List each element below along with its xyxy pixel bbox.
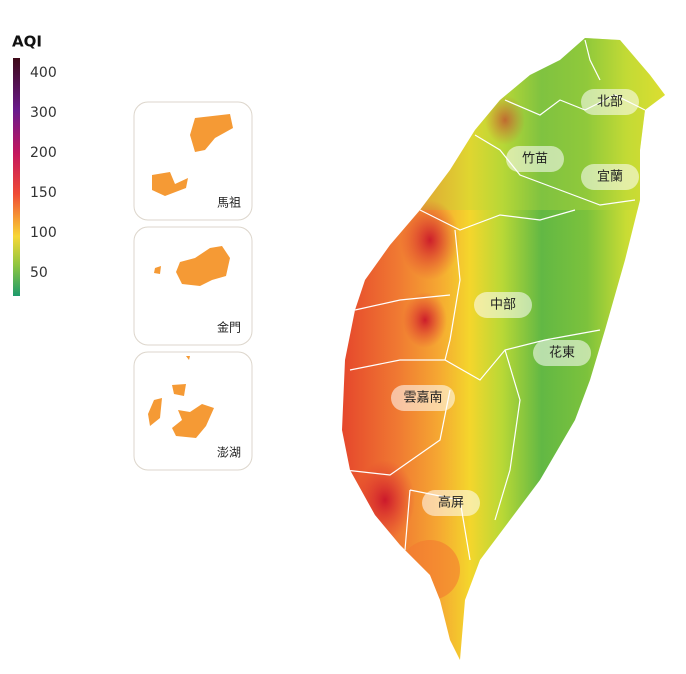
inset-label: 金門 (217, 320, 241, 335)
inset-label: 馬祖 (217, 195, 241, 210)
legend-title: AQI (12, 33, 42, 51)
region-label: 北部 (597, 95, 623, 110)
legend-tick-label: 400 (30, 65, 57, 81)
legend-tick-label: 300 (30, 105, 57, 121)
region-label: 宜蘭 (597, 169, 623, 185)
legend-tick-label: 50 (30, 265, 48, 281)
region-label: 竹苗 (522, 152, 548, 167)
region-label: 雲嘉南 (403, 390, 442, 406)
legend-tick-label: 100 (30, 225, 57, 241)
legend-tick-label: 200 (30, 145, 57, 161)
region-label: 花東 (549, 345, 575, 361)
legend-ticks: 400 300 200 150 100 50 (30, 65, 57, 281)
region-label: 高屏 (438, 495, 464, 511)
region-label: 中部 (490, 298, 516, 313)
color-bar (13, 58, 20, 296)
inset-matsu: 馬祖 (133, 101, 253, 221)
inset-penghu: 澎湖 (133, 351, 253, 471)
inset-label: 澎湖 (217, 445, 241, 460)
region-labels: 北部 竹苗 宜蘭 中部 花東 雲嘉南 高屏 (391, 89, 639, 516)
inset-kinmen: 金門 (133, 226, 253, 346)
taiwan (342, 38, 665, 660)
legend-tick-label: 150 (30, 185, 57, 201)
